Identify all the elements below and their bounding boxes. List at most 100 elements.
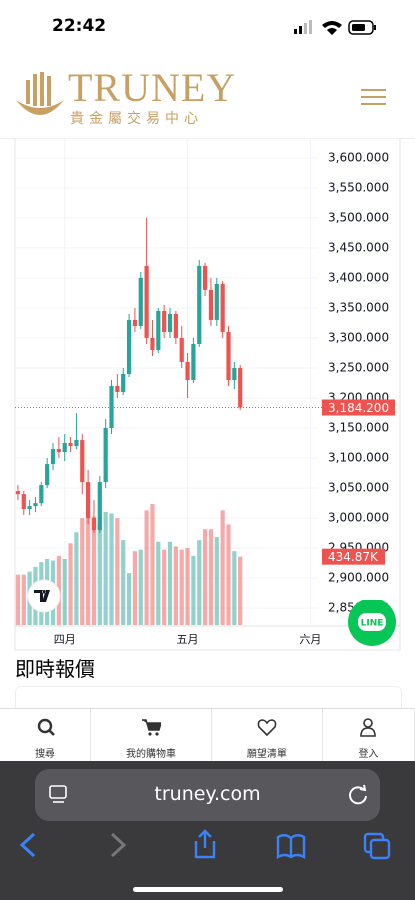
- y-tick-label: 3,300.000: [328, 330, 389, 344]
- volume-bar: [208, 529, 214, 625]
- url: truney.com: [154, 783, 261, 805]
- last-volume-label: 434.87K: [328, 550, 379, 564]
- y-tick-label: 3,350.000: [328, 300, 389, 314]
- volume-bar: [91, 516, 97, 625]
- nav-item[interactable]: 我的購物車: [91, 709, 212, 762]
- volume-bar: [86, 515, 91, 625]
- volume-bar: [115, 518, 120, 625]
- nav-item[interactable]: 搜尋: [0, 709, 92, 762]
- logo-subtitle: 貴金屬交易中心: [70, 111, 203, 127]
- y-tick-label: 3,600.000: [328, 150, 389, 164]
- candle-body: [62, 443, 67, 453]
- candle-body: [167, 313, 173, 332]
- candle-body: [15, 491, 21, 495]
- volume-bar: [126, 573, 132, 625]
- candle-body: [126, 319, 132, 374]
- tv-logo: [34, 590, 50, 602]
- candle-body: [232, 367, 237, 380]
- y-tick-label: 2,900.000: [328, 571, 389, 585]
- volume-bar: [203, 529, 208, 625]
- candle-body: [150, 337, 155, 350]
- y-tick-label: 3,250.000: [328, 360, 389, 374]
- volume-bar: [214, 537, 219, 625]
- url-bar[interactable]: truney.com: [35, 769, 380, 821]
- candle-body: [45, 464, 50, 486]
- nav-item[interactable]: 登入: [323, 709, 415, 762]
- volume-bar: [185, 548, 190, 625]
- candle-body: [97, 482, 102, 531]
- candle-body: [214, 283, 219, 320]
- candle-body: [74, 440, 79, 447]
- volume-bar: [15, 574, 21, 625]
- candle-body: [50, 449, 56, 465]
- volume-bar: [138, 549, 143, 625]
- candle-body: [103, 428, 108, 483]
- candle-body: [86, 482, 91, 519]
- candle-body: [132, 319, 138, 326]
- volume-bar: [109, 513, 114, 625]
- y-tick-label: 3,150.000: [328, 421, 389, 435]
- candle-body: [173, 313, 178, 338]
- volume-bar: [167, 541, 173, 625]
- candle-body: [33, 503, 38, 507]
- nav-label: 願望清單: [246, 749, 287, 760]
- y-tick-label: 3,050.000: [328, 481, 389, 495]
- reader-icon: [49, 785, 67, 803]
- volume-bar: [226, 524, 231, 625]
- nav-icon: [360, 718, 377, 737]
- volume-bar: [162, 549, 167, 625]
- bottom-nav: 搜尋 我的購物車 願望清單 登入: [0, 708, 415, 762]
- candle-body: [121, 373, 126, 393]
- nav-item[interactable]: 願望清單: [212, 709, 323, 762]
- y-tick-label: 3,000.000: [328, 511, 389, 525]
- status-icons: [294, 20, 376, 35]
- chart: 2,850.0002,900.0002,950.0003,000.0003,05…: [14, 138, 401, 651]
- nav-icon: [257, 719, 277, 737]
- volume-bar: [232, 551, 237, 625]
- last-price-label: 3,184.200: [328, 401, 389, 415]
- candle-body: [179, 337, 184, 362]
- candle-body: [144, 265, 149, 338]
- x-tick-label: 六月: [299, 633, 321, 646]
- logo-text[interactable]: TRUNEY: [68, 65, 237, 110]
- volume-bar: [144, 510, 149, 625]
- candle-body: [68, 443, 73, 447]
- volume-bar: [179, 549, 184, 625]
- candle-body: [185, 361, 190, 380]
- y-tick-label: 3,550.000: [328, 180, 389, 194]
- header: TRUNEY 貴金屬交易中心: [0, 50, 415, 139]
- candle-body: [80, 440, 85, 483]
- volume-bar: [80, 518, 85, 625]
- volume-bar: [21, 574, 26, 625]
- nav-label: 登入: [358, 749, 379, 760]
- browser-bar: truney.com: [0, 761, 415, 900]
- volume-bar: [191, 555, 196, 625]
- volume-bar: [150, 504, 155, 625]
- volume-bar: [156, 541, 161, 625]
- candle-body: [197, 265, 202, 344]
- nav-icon: [142, 719, 163, 736]
- volume-bar: [173, 546, 178, 625]
- volume-bar: [238, 556, 243, 625]
- line-label: LINE: [361, 619, 384, 629]
- volume-bar: [62, 559, 67, 625]
- candle-body: [91, 518, 97, 531]
- candle-body: [138, 277, 143, 326]
- y-tick-label: 3,100.000: [328, 451, 389, 465]
- last-price-box: [322, 399, 395, 416]
- menu-button[interactable]: [360, 88, 388, 108]
- section-title: 即時報價: [15, 657, 95, 681]
- candle-body: [191, 343, 196, 380]
- x-tick-label: 五月: [177, 633, 199, 646]
- reload-icon[interactable]: [347, 784, 369, 806]
- volume-bar: [220, 510, 225, 625]
- candle-body: [220, 283, 225, 332]
- candle-body: [39, 485, 44, 504]
- line-button[interactable]: LINE: [346, 600, 398, 652]
- candle-body: [208, 289, 214, 320]
- candle-body: [115, 386, 120, 393]
- time: 22:42: [52, 16, 107, 36]
- volume-bar: [74, 532, 79, 625]
- candle-body: [21, 494, 26, 510]
